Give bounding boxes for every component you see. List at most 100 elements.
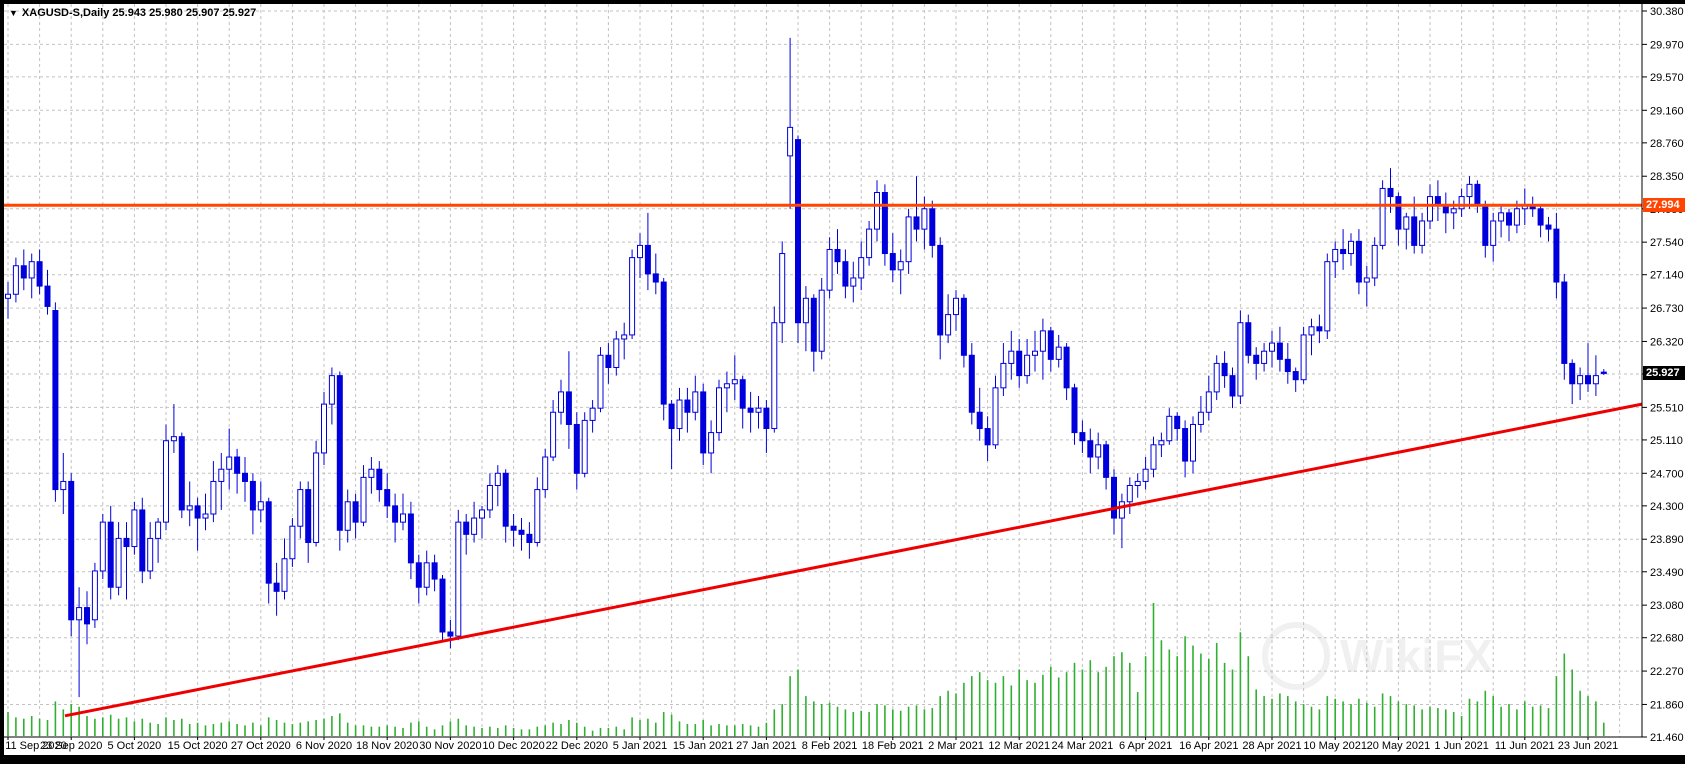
candle-bull xyxy=(708,432,715,454)
candle-bear xyxy=(44,285,51,307)
candle-bull xyxy=(534,489,541,543)
candle-bull xyxy=(1095,444,1102,458)
y-axis-label: 21.860 xyxy=(1650,699,1684,711)
candle-bear xyxy=(384,489,391,507)
candle-bear xyxy=(1284,358,1291,373)
candle-bear xyxy=(20,265,27,279)
candle-bull xyxy=(558,391,564,413)
candle-bear xyxy=(1071,387,1078,434)
candle-bear xyxy=(700,391,707,454)
candle-bear xyxy=(447,631,454,637)
candle-bull xyxy=(1458,196,1465,210)
candle-bull xyxy=(629,257,636,336)
candle-bull xyxy=(755,407,762,413)
candle-bull xyxy=(257,501,264,511)
candle-bear xyxy=(431,562,438,580)
candle-bear xyxy=(605,354,612,368)
candle-bear xyxy=(881,192,888,255)
x-axis-label: 22 Dec 2020 xyxy=(546,740,608,752)
candle-bull xyxy=(1332,248,1339,263)
candle-bull xyxy=(455,521,462,637)
candle-bear xyxy=(1482,204,1489,246)
candle-bear xyxy=(968,354,975,413)
candle-bull xyxy=(550,411,557,458)
candle-bear xyxy=(194,505,201,519)
candle-bull xyxy=(1363,277,1370,283)
candle-bull xyxy=(866,228,873,259)
candle-bull xyxy=(581,419,588,474)
x-axis-label: 10 Dec 2020 xyxy=(482,740,544,752)
candle-bull xyxy=(1450,208,1457,214)
candle-bull xyxy=(12,265,19,295)
watermark: WikiFX xyxy=(1262,622,1493,690)
candle-bull xyxy=(676,399,683,430)
candle-bear xyxy=(1545,224,1552,230)
candle-bear xyxy=(1276,342,1283,360)
candle-bear xyxy=(392,505,399,523)
candle-bull xyxy=(289,525,296,560)
x-axis-label: 6 Nov 2020 xyxy=(296,740,352,752)
candle-bear xyxy=(1292,371,1299,381)
candle-bull xyxy=(321,403,327,454)
x-axis-label: 23 Sep 2020 xyxy=(40,740,102,752)
candle-bull xyxy=(1150,444,1157,470)
candle-bear xyxy=(265,501,272,584)
objects-layer xyxy=(4,203,1643,718)
candle-bear xyxy=(913,216,920,230)
x-axis-label: 20 May 2021 xyxy=(1367,740,1431,752)
ascending-trend-line[interactable] xyxy=(64,402,1643,718)
candle-bear xyxy=(234,456,241,474)
candle-bull xyxy=(858,257,865,279)
x-axis-label: 24 Mar 2021 xyxy=(1052,740,1114,752)
candle-bear xyxy=(565,391,572,425)
candle-bear xyxy=(573,423,580,474)
y-axis-label: 26.320 xyxy=(1650,336,1684,348)
y-axis-label: 26.730 xyxy=(1650,303,1684,315)
candle-bull xyxy=(1348,240,1354,255)
y-axis-label: 21.460 xyxy=(1650,732,1684,744)
candle-bull xyxy=(147,537,154,572)
ohlc-high: 25.980 xyxy=(149,7,183,19)
candle-bull xyxy=(494,472,501,487)
candle-bear xyxy=(660,281,667,405)
candle-bull xyxy=(218,468,225,482)
symbol-dropdown-icon[interactable]: ▼ xyxy=(9,8,18,18)
candle-bear xyxy=(1245,322,1252,356)
candle-bull xyxy=(589,407,596,421)
candle-bear xyxy=(376,468,383,491)
candle-bear xyxy=(1387,187,1394,198)
candle-bear xyxy=(305,489,312,543)
candle-bull xyxy=(1371,244,1378,279)
volume-layer xyxy=(7,603,1605,736)
candle-bull xyxy=(1055,346,1062,360)
candle-bull xyxy=(28,261,35,279)
candle-bull xyxy=(60,480,67,491)
candle-bull xyxy=(1403,216,1410,230)
x-axis-label: 28 Apr 2021 xyxy=(1242,740,1301,752)
candle-bull xyxy=(479,509,485,519)
candle-bull xyxy=(400,513,406,523)
status-bar xyxy=(0,755,1685,764)
candle-bear xyxy=(336,375,343,531)
candle-bear xyxy=(52,310,59,491)
x-axis-label: 30 Nov 2020 xyxy=(419,740,481,752)
x-axis-label: 5 Jan 2021 xyxy=(613,740,667,752)
candle-bear xyxy=(889,253,896,271)
candle-bear xyxy=(415,562,422,588)
candle-bear xyxy=(352,501,359,523)
candle-bear xyxy=(242,472,248,482)
y-axis-label: 23.890 xyxy=(1650,534,1684,546)
candle-bull xyxy=(771,322,778,430)
candle-bear xyxy=(249,480,256,511)
candle-bull xyxy=(1592,375,1599,385)
candle-bull xyxy=(471,517,478,535)
candle-bull xyxy=(1427,196,1433,222)
candle-bull xyxy=(787,126,794,157)
candle-bull xyxy=(802,297,809,324)
candle-bull xyxy=(486,485,493,511)
candle-bear xyxy=(1087,440,1094,458)
y-axis-label: 25.110 xyxy=(1650,435,1683,447)
candle-bull xyxy=(850,277,857,287)
y-axis-label: 28.350 xyxy=(1650,171,1684,183)
